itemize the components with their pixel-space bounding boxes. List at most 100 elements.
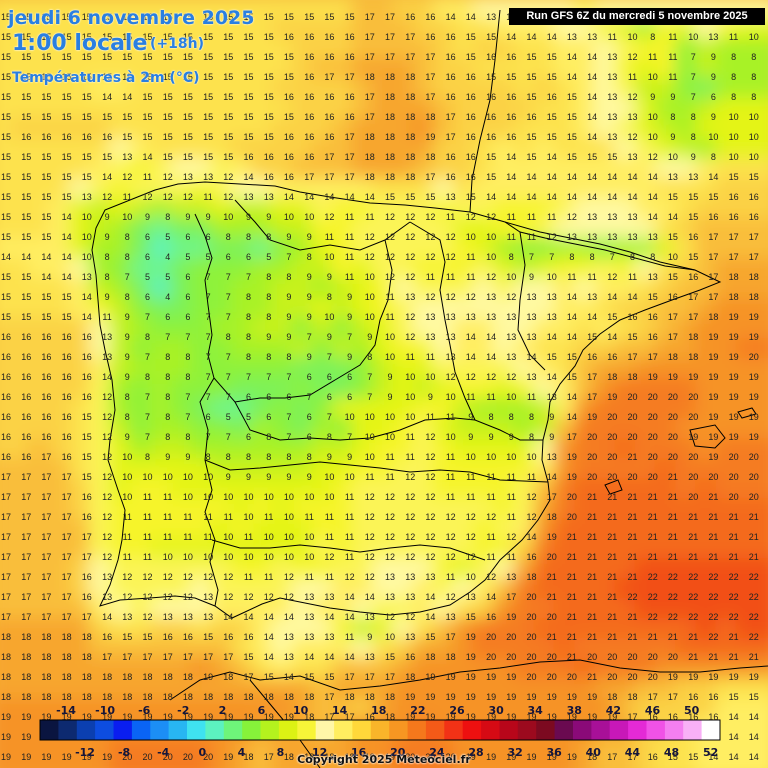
temperature-value: 15	[183, 52, 193, 62]
temperature-value: 11	[345, 232, 354, 242]
temperature-value: 21	[607, 512, 617, 522]
temperature-value: 9	[327, 272, 332, 282]
temperature-value: 7	[610, 252, 615, 262]
temperature-value: 14	[82, 292, 92, 302]
temperature-value: 17	[405, 52, 415, 62]
temperature-value: 15	[567, 92, 577, 102]
temperature-value: 11	[385, 292, 394, 302]
temperature-value: 12	[102, 512, 112, 522]
temperature-value: 16	[345, 92, 355, 102]
temperature-value: 13	[385, 572, 395, 582]
temperature-value: 6	[185, 272, 190, 282]
temperature-value: 13	[526, 312, 536, 322]
temperature-value: 10	[648, 132, 658, 142]
temperature-value: 19	[708, 432, 718, 442]
temperature-value: 20	[547, 672, 557, 682]
temperature-value: 19	[749, 332, 759, 342]
temperature-value: 10	[243, 492, 253, 502]
legend-swatch	[297, 720, 317, 740]
temperature-value: 16	[102, 632, 112, 642]
temperature-value: 15	[587, 152, 597, 162]
legend-swatch	[40, 720, 59, 740]
temperature-value: 19	[486, 672, 496, 682]
temperature-value: 20	[708, 472, 718, 482]
temperature-value: 17	[1, 512, 11, 522]
temperature-value: 15	[688, 252, 698, 262]
temperature-value: 16	[284, 92, 294, 102]
temperature-value: 15	[223, 32, 233, 42]
temperature-value: 19	[425, 692, 435, 702]
temperature-value: 16	[486, 112, 496, 122]
temperature-value: 17	[41, 492, 51, 502]
temperature-value: 18	[385, 172, 395, 182]
temperature-value: 19	[547, 532, 557, 542]
legend-swatch	[334, 720, 353, 740]
temperature-value: 14	[486, 352, 496, 362]
temperature-value: 8	[266, 312, 271, 322]
temperature-value: 6	[206, 232, 211, 242]
temperature-value: 11	[224, 512, 233, 522]
legend-swatch	[481, 720, 500, 740]
temperature-value: 14	[749, 732, 759, 742]
temperature-value: 19	[648, 372, 658, 382]
temperature-value: 8	[185, 432, 190, 442]
temperature-value: 17	[345, 132, 355, 142]
temperature-value: 16	[405, 652, 415, 662]
temperature-value: 8	[145, 332, 150, 342]
temperature-value: 15	[142, 112, 152, 122]
temperature-value: 10	[142, 472, 152, 482]
legend-swatch	[95, 720, 114, 740]
temperature-value: 10	[385, 432, 395, 442]
temperature-value: 17	[547, 492, 557, 502]
temperature-value: 21	[567, 532, 577, 542]
temperature-value: 9	[246, 212, 251, 222]
temperature-value: 9	[185, 212, 190, 222]
temperature-value: 14	[627, 192, 637, 202]
temperature-value: 11	[325, 512, 334, 522]
temperature-value: 12	[385, 492, 395, 502]
temperature-value: 12	[142, 192, 152, 202]
legend-top-label: 22	[410, 704, 425, 717]
temperature-value: 10	[466, 232, 476, 242]
temperature-value: 8	[246, 232, 251, 242]
temperature-value: 10	[486, 252, 496, 262]
temperature-value: 15	[1, 272, 11, 282]
temperature-value: 10	[365, 452, 375, 462]
temperature-value: 19	[729, 432, 739, 442]
temperature-value: 17	[41, 612, 51, 622]
temperature-value: 11	[729, 32, 738, 42]
temperature-value: 11	[527, 472, 536, 482]
temperature-value: 13	[567, 32, 577, 42]
temperature-value: 19	[749, 432, 759, 442]
temperature-value: 14	[749, 712, 759, 722]
temperature-value: 12	[446, 292, 456, 302]
temperature-value: 17	[1, 492, 11, 502]
temperature-value: 14	[304, 652, 314, 662]
temperature-value: 18	[223, 692, 233, 702]
temperature-value: 11	[102, 312, 111, 322]
temperature-value: 22	[708, 572, 718, 582]
temperature-value: 7	[226, 352, 231, 362]
temperature-value: 14	[324, 652, 334, 662]
temperature-value: 16	[648, 312, 658, 322]
temperature-value: 15	[223, 92, 233, 102]
temperature-value: 14	[102, 172, 112, 182]
temperature-value: 21	[668, 492, 678, 502]
temperature-value: 12	[446, 532, 456, 542]
temperature-value: 14	[142, 152, 152, 162]
temperature-value: 21	[607, 612, 617, 622]
temperature-value: 17	[41, 592, 51, 602]
temperature-value: 12	[446, 512, 456, 522]
temperature-value: 9	[105, 212, 110, 222]
temperature-value: 17	[1, 552, 11, 562]
temperature-value: 18	[385, 692, 395, 702]
temperature-value: 14	[223, 612, 233, 622]
temperature-value: 15	[1, 292, 11, 302]
temperature-value: 14	[466, 12, 476, 22]
temperature-value: 22	[648, 572, 658, 582]
temperature-value: 16	[324, 132, 334, 142]
temperature-value: 20	[668, 412, 678, 422]
temperature-value: 7	[165, 332, 170, 342]
temperature-value: 12	[102, 532, 112, 542]
